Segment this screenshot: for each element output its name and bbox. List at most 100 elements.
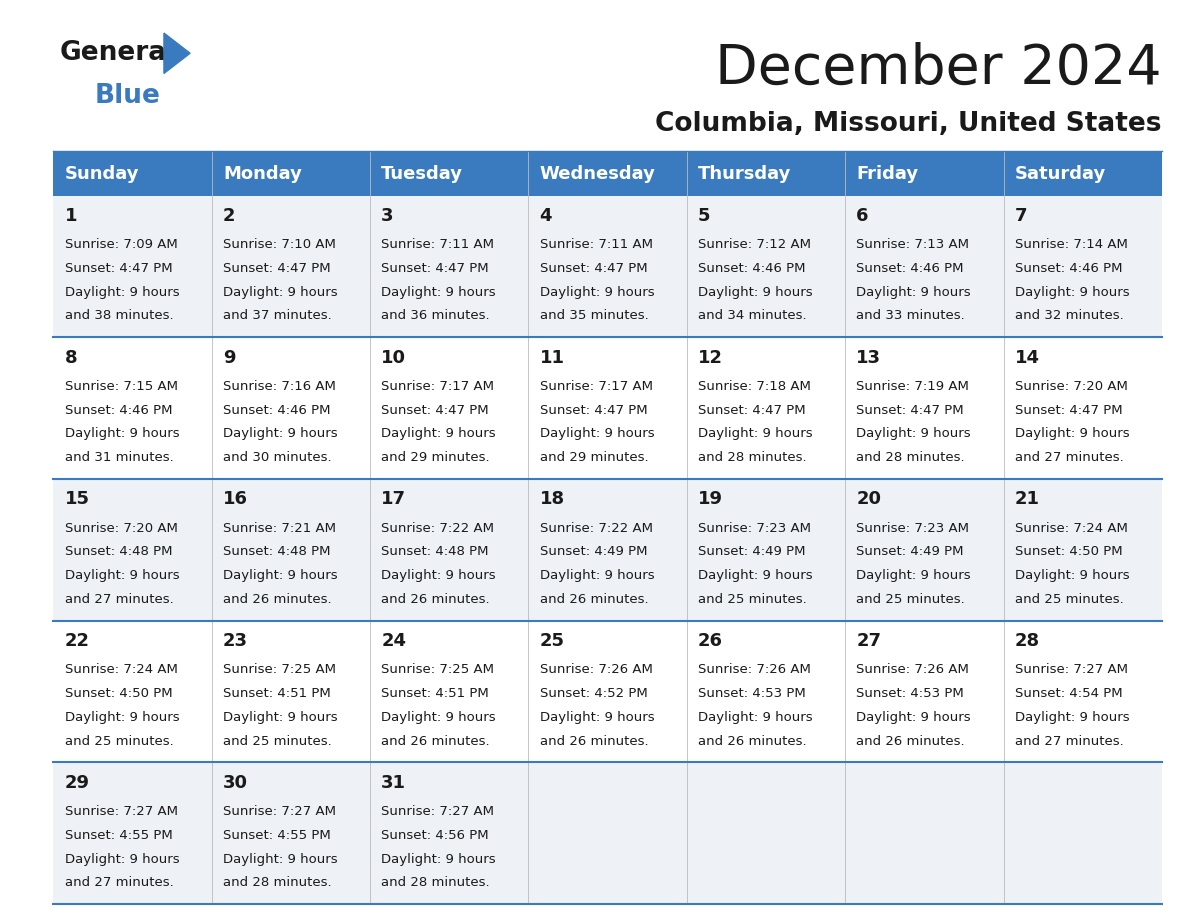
FancyBboxPatch shape xyxy=(211,196,371,337)
Text: Sunset: 4:55 PM: Sunset: 4:55 PM xyxy=(223,829,330,842)
Text: Sunrise: 7:25 AM: Sunrise: 7:25 AM xyxy=(223,664,336,677)
FancyBboxPatch shape xyxy=(845,621,1004,763)
FancyBboxPatch shape xyxy=(53,151,1162,196)
FancyBboxPatch shape xyxy=(53,196,211,337)
Text: Sunset: 4:47 PM: Sunset: 4:47 PM xyxy=(857,404,963,417)
Text: Sunset: 4:51 PM: Sunset: 4:51 PM xyxy=(223,687,330,700)
Text: 11: 11 xyxy=(539,349,564,366)
Text: and 35 minutes.: and 35 minutes. xyxy=(539,309,649,322)
FancyBboxPatch shape xyxy=(687,763,845,904)
Text: Friday: Friday xyxy=(857,164,918,183)
Text: Sunrise: 7:14 AM: Sunrise: 7:14 AM xyxy=(1015,238,1127,251)
Text: Sunset: 4:51 PM: Sunset: 4:51 PM xyxy=(381,687,489,700)
Text: Sunset: 4:49 PM: Sunset: 4:49 PM xyxy=(697,545,805,558)
FancyBboxPatch shape xyxy=(371,763,529,904)
Text: Sunset: 4:53 PM: Sunset: 4:53 PM xyxy=(697,687,805,700)
Text: 14: 14 xyxy=(1015,349,1040,366)
Text: Sunset: 4:52 PM: Sunset: 4:52 PM xyxy=(539,687,647,700)
FancyBboxPatch shape xyxy=(845,337,1004,479)
Text: Sunrise: 7:16 AM: Sunrise: 7:16 AM xyxy=(223,380,336,393)
Text: Daylight: 9 hours: Daylight: 9 hours xyxy=(1015,569,1130,582)
Text: 27: 27 xyxy=(857,633,881,650)
Text: Sunset: 4:47 PM: Sunset: 4:47 PM xyxy=(539,262,647,274)
Text: 26: 26 xyxy=(697,633,723,650)
Text: Sunset: 4:49 PM: Sunset: 4:49 PM xyxy=(857,545,963,558)
Text: Sunset: 4:55 PM: Sunset: 4:55 PM xyxy=(64,829,172,842)
Text: Daylight: 9 hours: Daylight: 9 hours xyxy=(64,569,179,582)
FancyBboxPatch shape xyxy=(529,337,687,479)
Text: Sunrise: 7:24 AM: Sunrise: 7:24 AM xyxy=(64,664,177,677)
Text: and 26 minutes.: and 26 minutes. xyxy=(697,734,807,747)
Text: and 28 minutes.: and 28 minutes. xyxy=(381,877,489,890)
Text: Thursday: Thursday xyxy=(697,164,791,183)
Text: Sunset: 4:54 PM: Sunset: 4:54 PM xyxy=(1015,687,1123,700)
Text: and 28 minutes.: and 28 minutes. xyxy=(697,452,807,465)
Text: December 2024: December 2024 xyxy=(715,42,1162,95)
Text: Sunrise: 7:27 AM: Sunrise: 7:27 AM xyxy=(381,805,494,818)
Text: Sunrise: 7:27 AM: Sunrise: 7:27 AM xyxy=(1015,664,1127,677)
FancyBboxPatch shape xyxy=(1004,763,1162,904)
Text: and 25 minutes.: and 25 minutes. xyxy=(223,734,331,747)
Text: Daylight: 9 hours: Daylight: 9 hours xyxy=(1015,285,1130,298)
Text: 6: 6 xyxy=(857,207,868,225)
Text: and 26 minutes.: and 26 minutes. xyxy=(539,593,649,606)
Text: Daylight: 9 hours: Daylight: 9 hours xyxy=(223,285,337,298)
Text: Sunrise: 7:18 AM: Sunrise: 7:18 AM xyxy=(697,380,810,393)
Text: Saturday: Saturday xyxy=(1015,164,1106,183)
Text: Sunset: 4:50 PM: Sunset: 4:50 PM xyxy=(1015,545,1123,558)
FancyBboxPatch shape xyxy=(529,621,687,763)
Text: Tuesday: Tuesday xyxy=(381,164,463,183)
FancyBboxPatch shape xyxy=(53,763,211,904)
FancyBboxPatch shape xyxy=(211,763,371,904)
Text: and 26 minutes.: and 26 minutes. xyxy=(539,734,649,747)
Text: 28: 28 xyxy=(1015,633,1040,650)
Text: 3: 3 xyxy=(381,207,393,225)
Text: 7: 7 xyxy=(1015,207,1028,225)
Text: Sunrise: 7:23 AM: Sunrise: 7:23 AM xyxy=(697,521,811,534)
Text: Daylight: 9 hours: Daylight: 9 hours xyxy=(381,569,495,582)
Text: Daylight: 9 hours: Daylight: 9 hours xyxy=(223,569,337,582)
Text: Daylight: 9 hours: Daylight: 9 hours xyxy=(539,285,655,298)
Text: and 29 minutes.: and 29 minutes. xyxy=(381,452,489,465)
Text: Daylight: 9 hours: Daylight: 9 hours xyxy=(857,569,971,582)
Text: 4: 4 xyxy=(539,207,552,225)
FancyBboxPatch shape xyxy=(1004,196,1162,337)
Text: and 27 minutes.: and 27 minutes. xyxy=(64,593,173,606)
Text: Daylight: 9 hours: Daylight: 9 hours xyxy=(1015,711,1130,724)
Text: 18: 18 xyxy=(539,490,564,509)
FancyBboxPatch shape xyxy=(211,479,371,621)
Text: and 38 minutes.: and 38 minutes. xyxy=(64,309,173,322)
Text: Sunset: 4:48 PM: Sunset: 4:48 PM xyxy=(381,545,488,558)
Text: 16: 16 xyxy=(223,490,248,509)
Text: and 31 minutes.: and 31 minutes. xyxy=(64,452,173,465)
Text: Daylight: 9 hours: Daylight: 9 hours xyxy=(223,853,337,866)
Text: Daylight: 9 hours: Daylight: 9 hours xyxy=(64,428,179,441)
FancyBboxPatch shape xyxy=(53,479,211,621)
Text: 22: 22 xyxy=(64,633,89,650)
Text: Sunrise: 7:15 AM: Sunrise: 7:15 AM xyxy=(64,380,177,393)
Text: Sunset: 4:46 PM: Sunset: 4:46 PM xyxy=(857,262,963,274)
Text: Blue: Blue xyxy=(95,84,160,109)
FancyBboxPatch shape xyxy=(371,621,529,763)
FancyBboxPatch shape xyxy=(687,196,845,337)
Text: Daylight: 9 hours: Daylight: 9 hours xyxy=(381,285,495,298)
Text: Columbia, Missouri, United States: Columbia, Missouri, United States xyxy=(656,111,1162,137)
Text: Sunset: 4:47 PM: Sunset: 4:47 PM xyxy=(64,262,172,274)
Text: Daylight: 9 hours: Daylight: 9 hours xyxy=(857,428,971,441)
Text: Daylight: 9 hours: Daylight: 9 hours xyxy=(223,711,337,724)
Text: Sunset: 4:47 PM: Sunset: 4:47 PM xyxy=(1015,404,1123,417)
FancyBboxPatch shape xyxy=(53,337,211,479)
Text: and 34 minutes.: and 34 minutes. xyxy=(697,309,807,322)
Text: and 27 minutes.: and 27 minutes. xyxy=(1015,452,1124,465)
FancyBboxPatch shape xyxy=(529,196,687,337)
Text: Sunset: 4:47 PM: Sunset: 4:47 PM xyxy=(223,262,330,274)
Text: Sunday: Sunday xyxy=(64,164,139,183)
FancyBboxPatch shape xyxy=(845,763,1004,904)
FancyBboxPatch shape xyxy=(211,621,371,763)
Text: 20: 20 xyxy=(857,490,881,509)
Text: Daylight: 9 hours: Daylight: 9 hours xyxy=(857,285,971,298)
Text: Daylight: 9 hours: Daylight: 9 hours xyxy=(697,285,813,298)
Text: and 25 minutes.: and 25 minutes. xyxy=(857,593,965,606)
Text: 12: 12 xyxy=(697,349,723,366)
Text: Sunrise: 7:27 AM: Sunrise: 7:27 AM xyxy=(223,805,336,818)
